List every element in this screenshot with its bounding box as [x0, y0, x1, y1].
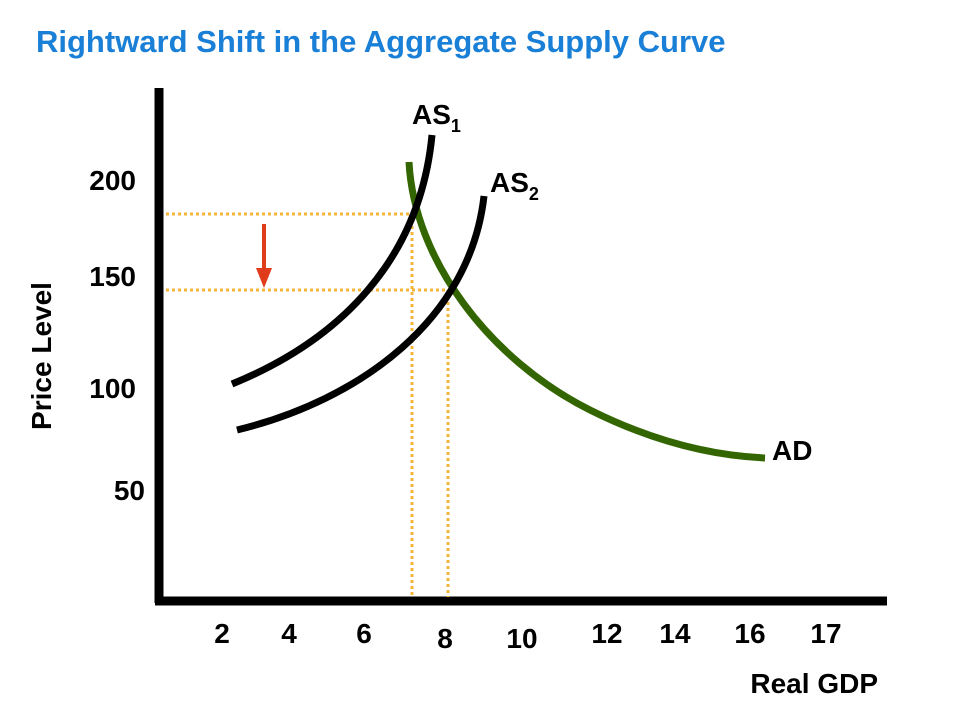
price-decrease-arrow [256, 224, 272, 288]
y-tick-label: 150 [89, 261, 136, 292]
x-tick-label: 17 [810, 618, 841, 649]
x-tick-label: 8 [437, 623, 453, 654]
x-tick-label: 10 [506, 623, 537, 654]
x-tick-label: 4 [281, 618, 297, 649]
equilibrium-guides [166, 212, 450, 597]
ad-curve [405, 161, 766, 462]
x-tick-label: 16 [734, 618, 765, 649]
y-tick-label: 50 [114, 475, 145, 506]
ad-label: AD [772, 435, 812, 466]
as2-label: AS2 [490, 167, 539, 204]
chart-title: Rightward Shift in the Aggregate Supply … [36, 24, 726, 59]
arrow-head [256, 268, 272, 288]
as1-label: AS1 [412, 99, 461, 136]
x-tick-label: 6 [356, 618, 372, 649]
y-tick-label: 200 [89, 165, 136, 196]
x-tick-label: 14 [659, 618, 691, 649]
as2-curve [236, 195, 488, 434]
y-tick-labels: 50 100 150 200 [89, 165, 145, 506]
as1-curve [230, 134, 436, 388]
x-tick-labels: 2 4 6 8 10 12 14 16 17 [214, 618, 841, 654]
y-tick-label: 100 [89, 373, 136, 404]
y-axis-title: Price Level [26, 282, 57, 430]
x-tick-label: 2 [214, 618, 230, 649]
x-tick-label: 12 [591, 618, 622, 649]
x-axis-title: Real GDP [750, 668, 878, 699]
